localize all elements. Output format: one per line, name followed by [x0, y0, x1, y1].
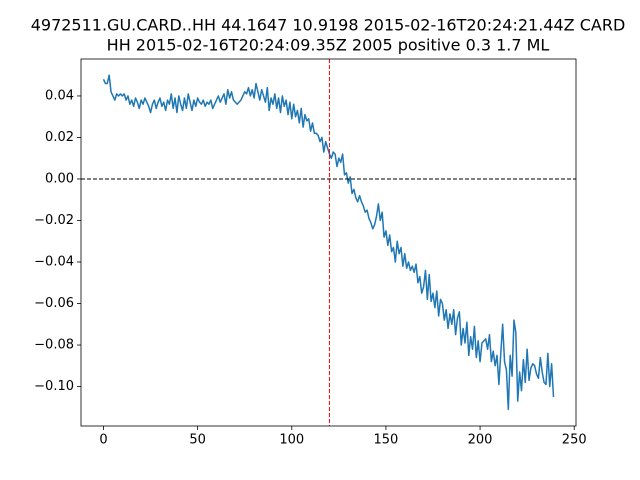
chart-title: HH 2015-02-16T20:24:09.35Z 2005 positive…: [107, 36, 550, 55]
y-tick-label: −0.10: [34, 379, 74, 394]
y-tick-label: −0.06: [34, 296, 74, 311]
y-tick-label: 0.04: [45, 88, 74, 103]
y-tick-label: −0.08: [34, 338, 74, 353]
y-tick-label: 0.00: [45, 171, 74, 186]
x-tick-label: 100: [279, 433, 304, 448]
x-tick-label: 50: [189, 433, 206, 448]
y-tick-label: −0.02: [34, 213, 74, 228]
data-line: [102, 74, 555, 411]
x-tick-label: 250: [562, 433, 587, 448]
x-tick-label: 150: [374, 433, 399, 448]
x-tick-label: 0: [99, 433, 107, 448]
x-tick-label: 200: [468, 433, 493, 448]
plot-frame: [80, 58, 577, 427]
y-tick-label: −0.04: [34, 255, 74, 270]
chart-title: 4972511.GU.CARD..HH 44.1647 10.9198 2015…: [31, 16, 626, 35]
y-tick-label: 0.02: [45, 130, 74, 145]
